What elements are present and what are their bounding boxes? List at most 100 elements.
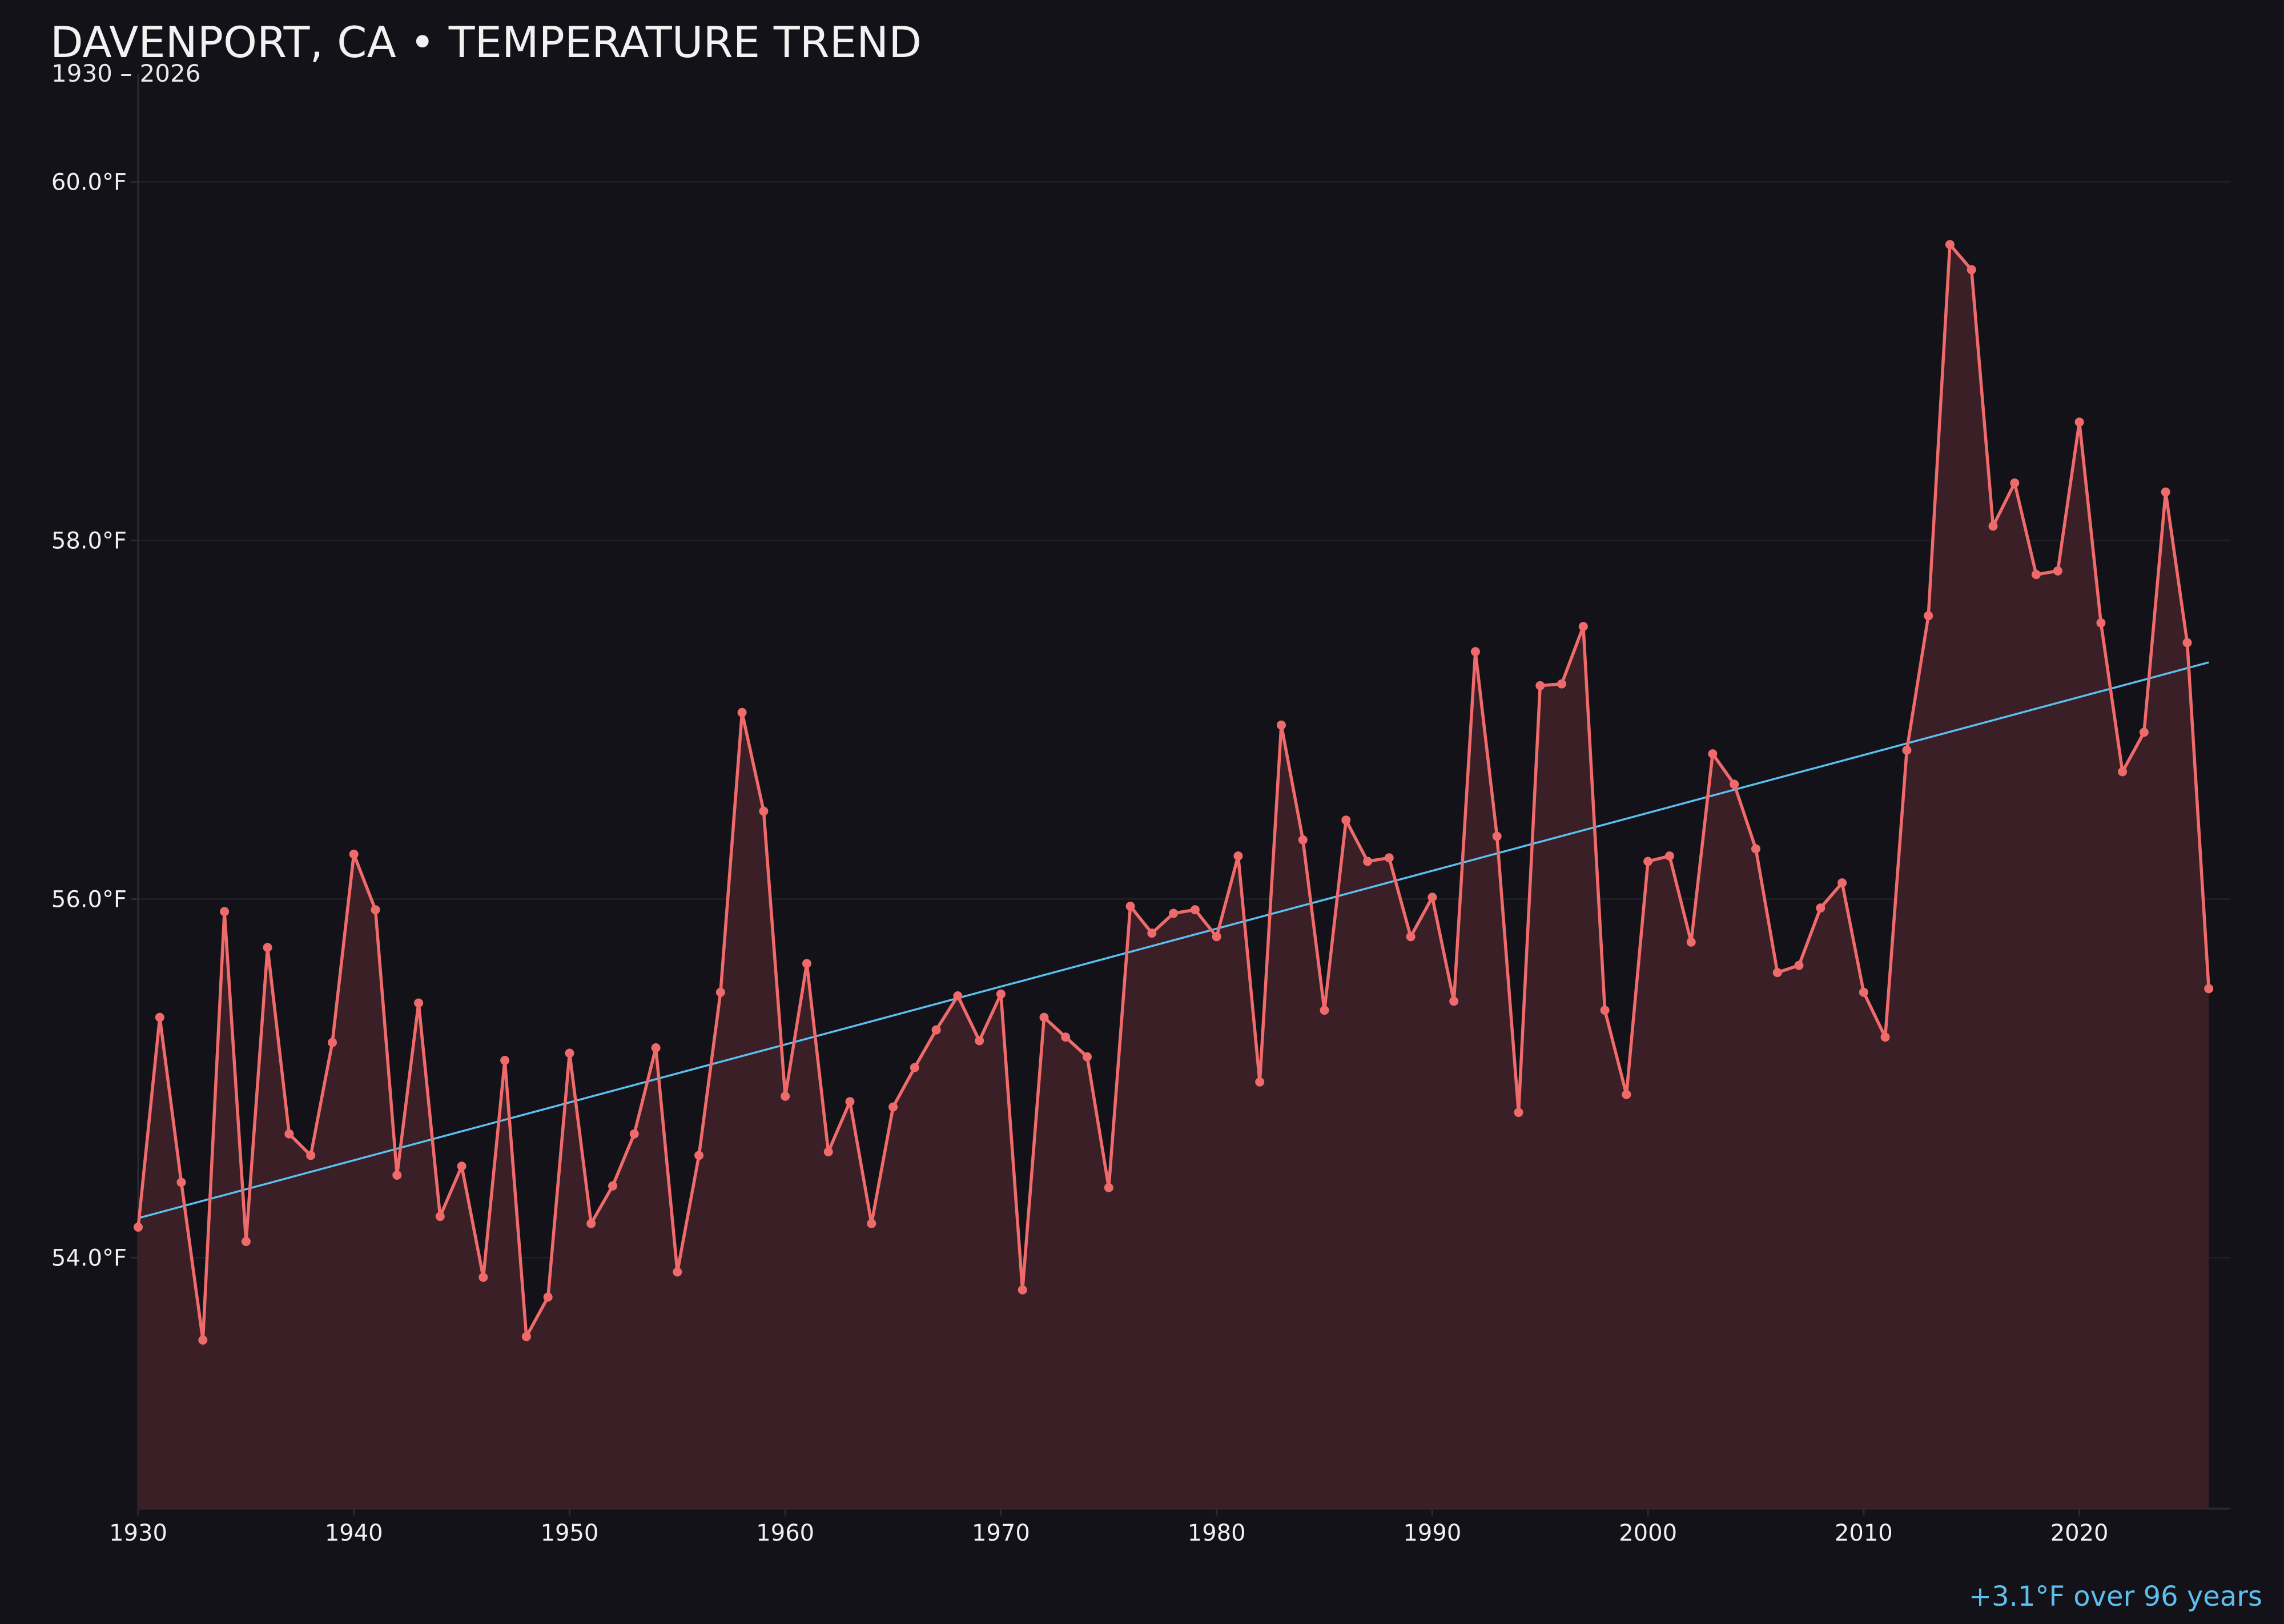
trend-line-layer — [138, 661, 2209, 1220]
data-point — [1190, 905, 1200, 915]
data-point — [1341, 815, 1351, 825]
data-point — [1708, 749, 1718, 759]
data-point — [1514, 1108, 1523, 1117]
data-point — [1730, 779, 1739, 789]
data-point — [565, 1048, 574, 1058]
data-point — [1600, 1006, 1610, 1015]
data-point — [306, 1151, 316, 1160]
data-point — [2096, 618, 2106, 628]
data-point — [1967, 265, 1976, 275]
data-point — [1988, 521, 1998, 531]
data-point — [673, 1267, 682, 1277]
data-point — [1212, 932, 1221, 942]
data-point — [1363, 857, 1373, 866]
data-point — [1837, 878, 1847, 888]
x-tick-label: 1990 — [1403, 1520, 1461, 1546]
chart-subtitle: 1930 – 2026 — [51, 59, 200, 87]
data-point — [1902, 745, 1912, 755]
data-point — [1643, 857, 1653, 866]
x-tick-label: 1950 — [541, 1520, 599, 1546]
data-point — [328, 1038, 337, 1047]
y-tick-label: 56.0°F — [51, 886, 127, 913]
data-point — [1794, 960, 1804, 970]
x-tick-label: 1980 — [1188, 1520, 1246, 1546]
data-point — [759, 806, 769, 816]
data-point — [1104, 1183, 1113, 1192]
data-point — [1427, 893, 1437, 902]
data-point — [1664, 851, 1674, 861]
data-point — [176, 1177, 186, 1187]
data-point — [867, 1219, 876, 1228]
y-tick-label: 54.0°F — [51, 1245, 127, 1271]
data-point — [2010, 478, 2020, 488]
data-point — [1298, 835, 1308, 845]
data-point — [349, 849, 359, 859]
data-point — [1449, 996, 1459, 1006]
data-point — [1578, 622, 1588, 632]
data-point — [1622, 1090, 1631, 1099]
data-point — [1535, 681, 1545, 690]
x-tick-label: 2010 — [1835, 1520, 1893, 1546]
data-point — [802, 959, 811, 968]
data-point — [1277, 720, 1286, 730]
data-point — [284, 1129, 294, 1139]
data-point — [543, 1292, 553, 1302]
data-point — [134, 1223, 143, 1232]
data-point — [263, 943, 272, 952]
data-point — [2182, 638, 2192, 648]
data-point — [1320, 1006, 1329, 1015]
data-point — [435, 1212, 445, 1221]
data-point — [1125, 902, 1135, 911]
data-point — [1924, 611, 1933, 621]
x-tick-label: 1960 — [756, 1520, 814, 1546]
x-axis-ticks: 1930 1940 1950 1960 1970 1980 1990 2000 2010 2020 — [109, 1509, 2108, 1546]
data-point — [457, 1161, 467, 1171]
data-point — [586, 1219, 596, 1228]
data-point — [737, 708, 747, 717]
data-point — [220, 907, 230, 916]
data-point — [198, 1335, 208, 1345]
data-point — [1169, 909, 1179, 918]
x-tick-label: 2000 — [1619, 1520, 1677, 1546]
data-point — [2139, 727, 2149, 737]
data-point — [2161, 487, 2170, 497]
data-point — [521, 1332, 531, 1341]
data-point — [823, 1147, 833, 1157]
area-fill-layer — [138, 244, 2209, 1509]
trend-line — [138, 661, 2209, 1220]
data-point — [1880, 1032, 1890, 1042]
data-point — [888, 1102, 898, 1112]
x-tick-label: 1940 — [325, 1520, 383, 1546]
data-point — [1018, 1285, 1027, 1295]
data-point — [1751, 844, 1760, 854]
data-point — [651, 1043, 661, 1052]
data-point — [2032, 570, 2041, 580]
data-point — [910, 1063, 919, 1072]
data-points — [134, 240, 2214, 1345]
data-point — [478, 1272, 488, 1282]
data-point — [1083, 1052, 1092, 1062]
data-point — [392, 1171, 402, 1180]
data-point — [629, 1129, 639, 1139]
data-point — [2204, 984, 2214, 994]
data-point — [2074, 417, 2084, 427]
trend-annotation: +3.1°F over 96 years — [1969, 1581, 2262, 1613]
y-tick-label: 58.0°F — [51, 528, 127, 554]
data-point — [1557, 679, 1566, 689]
chart-title: DAVENPORT, CA • TEMPERATURE TREND — [50, 17, 922, 67]
y-tick-label: 60.0°F — [51, 169, 127, 195]
data-point — [1772, 968, 1782, 978]
data-point — [1039, 1012, 1049, 1022]
x-tick-label: 1930 — [109, 1520, 167, 1546]
data-point — [414, 998, 424, 1008]
data-point — [500, 1056, 510, 1065]
data-point — [931, 1025, 941, 1035]
data-point — [1686, 937, 1696, 947]
y-axis-ticks: 54.0°F 56.0°F 58.0°F 60.0°F — [51, 169, 138, 1271]
data-point — [608, 1181, 617, 1191]
data-point — [2053, 566, 2062, 576]
data-point — [241, 1237, 251, 1247]
data-point — [1859, 987, 1868, 997]
data-point — [781, 1091, 790, 1101]
